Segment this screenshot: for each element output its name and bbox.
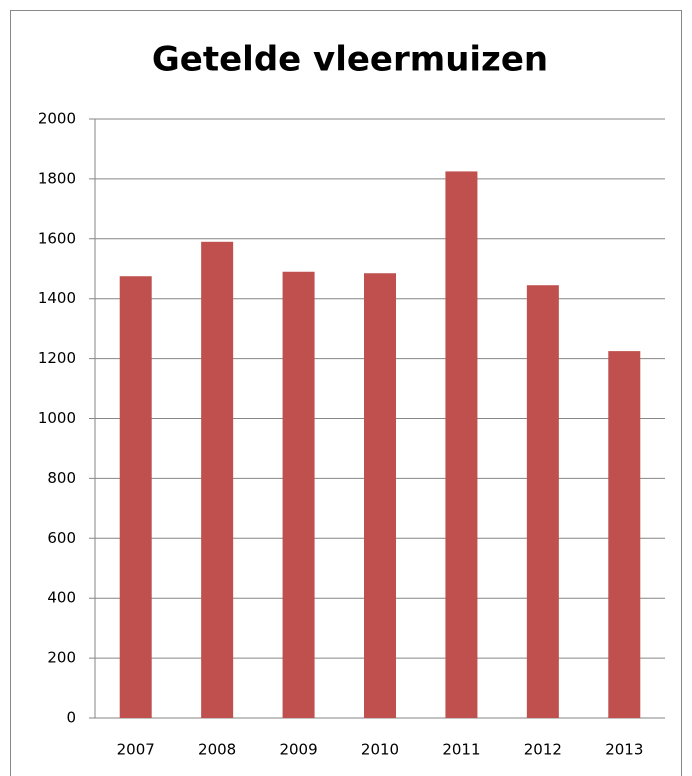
x-tick-label: 2011 — [442, 741, 480, 759]
y-tick-label: 2000 — [38, 110, 76, 128]
y-tick-label: 800 — [47, 469, 76, 487]
x-tick-label: 2013 — [605, 741, 643, 759]
x-tick-label: 2010 — [361, 741, 399, 759]
x-tick-label: 2008 — [198, 741, 236, 759]
y-tick-label: 1200 — [38, 349, 76, 367]
y-tick-label: 400 — [47, 589, 76, 607]
y-tick-label: 1600 — [38, 229, 76, 247]
chart-title: Getelde vleermuizen — [152, 40, 548, 80]
bar — [201, 241, 234, 719]
x-tick-label: 2009 — [279, 741, 317, 759]
bar — [282, 271, 315, 718]
y-tick-label: 200 — [47, 649, 76, 667]
y-tick-label: 0 — [66, 709, 76, 727]
y-tick-label: 1800 — [38, 169, 76, 187]
chart-frame — [10, 10, 682, 776]
x-tick-label: 2007 — [117, 741, 155, 759]
bar — [526, 285, 559, 718]
bar — [364, 273, 396, 718]
y-tick-label: 1000 — [38, 409, 76, 427]
y-tick-label: 600 — [47, 529, 76, 547]
bar — [445, 171, 478, 719]
bar — [119, 276, 152, 718]
bar — [608, 351, 641, 718]
x-tick-label: 2012 — [524, 741, 562, 759]
y-tick-label: 1400 — [38, 289, 76, 307]
